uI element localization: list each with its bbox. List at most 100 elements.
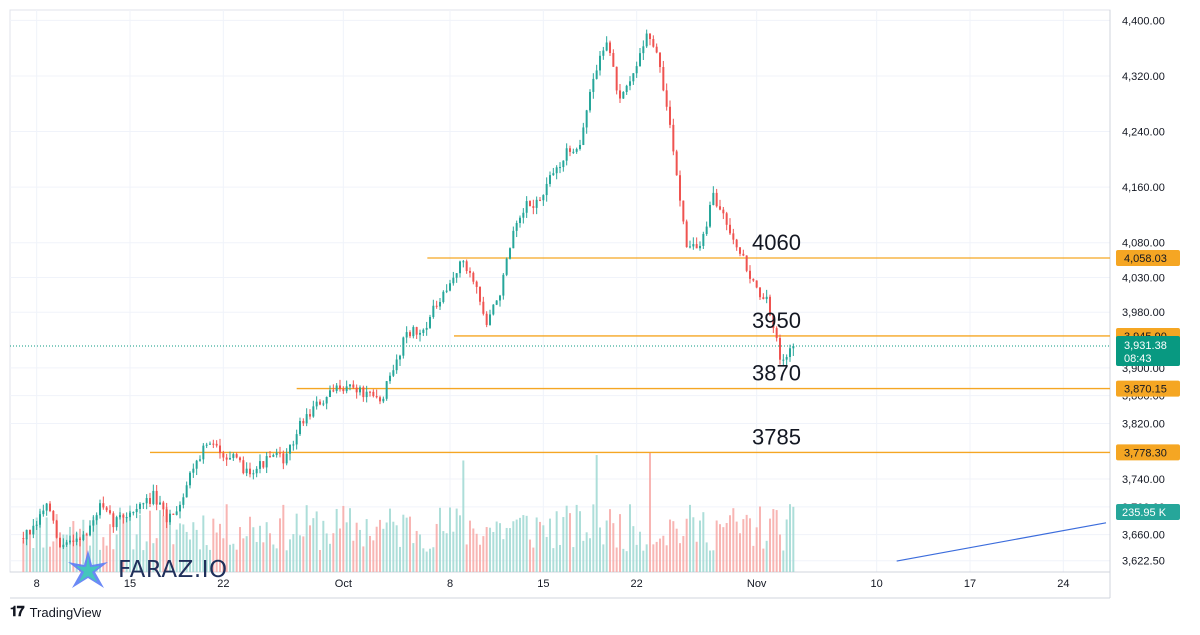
candle-body bbox=[25, 529, 28, 540]
volume-bar bbox=[432, 547, 435, 572]
volume-bar bbox=[739, 533, 741, 572]
volume-bar bbox=[565, 505, 568, 572]
volume-bar bbox=[72, 521, 75, 572]
volume-bar bbox=[615, 547, 618, 572]
volume-bar bbox=[225, 504, 228, 572]
volume-bar bbox=[745, 514, 748, 572]
volume-bar bbox=[649, 452, 651, 572]
candle-body bbox=[659, 52, 661, 68]
y-tick-label: 3,660.00 bbox=[1122, 530, 1165, 542]
candle-body bbox=[235, 454, 238, 458]
volume-bar bbox=[209, 549, 211, 572]
candle-body bbox=[602, 50, 605, 56]
volume-bar bbox=[195, 529, 198, 572]
candle-body bbox=[315, 401, 318, 407]
candle-body bbox=[775, 328, 778, 339]
volume-bar bbox=[25, 538, 28, 572]
candle-body bbox=[319, 401, 321, 405]
candle-body bbox=[349, 384, 351, 387]
volume-bar bbox=[372, 540, 375, 572]
candle-body bbox=[99, 503, 101, 516]
level-label: 3870 bbox=[752, 361, 801, 386]
volume-bar bbox=[322, 520, 325, 572]
volume-bar bbox=[782, 550, 785, 572]
candle-body bbox=[529, 201, 531, 207]
volume-bar bbox=[465, 544, 468, 572]
candle-body bbox=[95, 515, 98, 521]
candle-body bbox=[139, 503, 141, 509]
candle-body bbox=[272, 455, 275, 457]
candle-body bbox=[222, 453, 225, 458]
volume-bar bbox=[422, 548, 425, 572]
volume-bar bbox=[255, 541, 258, 572]
candle-body bbox=[739, 247, 741, 254]
y-tick-label: 4,320.00 bbox=[1122, 71, 1165, 83]
candle-body bbox=[142, 503, 145, 505]
candle-body bbox=[162, 502, 165, 510]
candle-body bbox=[32, 525, 35, 535]
tradingview-footer[interactable]: 𝟏𝟕 TradingView bbox=[10, 604, 101, 620]
candle-body bbox=[285, 453, 288, 464]
level-price-tag bbox=[1116, 444, 1180, 461]
candle-body bbox=[519, 217, 521, 223]
candle-body bbox=[195, 460, 198, 469]
volume-bar bbox=[382, 528, 385, 572]
candle-body bbox=[332, 390, 335, 392]
volume-bar bbox=[709, 550, 711, 572]
candle-body bbox=[432, 305, 435, 318]
candle-body bbox=[105, 507, 108, 511]
volume-bar bbox=[665, 545, 668, 572]
volume-bar bbox=[179, 523, 181, 572]
candle-body bbox=[562, 160, 565, 168]
last-price-text: 3,931.38 bbox=[1124, 340, 1167, 352]
volume-bar bbox=[259, 525, 261, 572]
volume-bar bbox=[132, 549, 135, 572]
candle-body bbox=[629, 81, 631, 86]
volume-bar bbox=[232, 543, 235, 572]
candle-body bbox=[39, 514, 41, 525]
candle-body bbox=[425, 327, 428, 330]
volume-bar bbox=[305, 505, 308, 572]
volume-bar bbox=[342, 505, 345, 572]
candle-body bbox=[589, 91, 591, 111]
candle-body bbox=[592, 78, 595, 92]
volume-bar bbox=[419, 534, 421, 572]
candle-body bbox=[385, 381, 388, 399]
volume-bar bbox=[699, 520, 701, 572]
candle-body bbox=[532, 206, 535, 208]
candle-body bbox=[605, 42, 608, 51]
candle-body bbox=[299, 420, 301, 435]
volume-bar bbox=[779, 534, 781, 572]
volume-bar bbox=[32, 548, 35, 572]
candle-body bbox=[212, 443, 215, 445]
candle-body bbox=[465, 261, 468, 271]
candle-body bbox=[359, 387, 361, 393]
candle-body bbox=[282, 453, 285, 464]
volume-bar bbox=[635, 544, 638, 572]
candle-body bbox=[585, 110, 588, 128]
watermark: FARAZ.IO bbox=[66, 548, 228, 592]
volume-bar bbox=[772, 509, 775, 572]
volume-bar bbox=[512, 521, 515, 572]
candle-body bbox=[329, 390, 331, 397]
volume-bar bbox=[562, 517, 565, 572]
candle-body bbox=[789, 348, 791, 358]
volume-bar bbox=[469, 520, 471, 572]
volume-bar bbox=[122, 513, 125, 572]
volume-bar bbox=[375, 526, 378, 572]
candle-body bbox=[542, 195, 545, 201]
countdown-text: 08:43 bbox=[1124, 353, 1152, 365]
volume-bar bbox=[182, 524, 185, 572]
candle-body bbox=[295, 434, 298, 445]
candle-body bbox=[49, 503, 51, 511]
volume-bar bbox=[439, 507, 441, 572]
trend-line bbox=[896, 522, 1107, 562]
volume-bar bbox=[552, 548, 555, 572]
volume-bar bbox=[262, 542, 265, 572]
candle-body bbox=[369, 391, 371, 393]
volume-bar bbox=[172, 544, 175, 572]
candle-body bbox=[149, 498, 151, 504]
candle-body bbox=[439, 301, 441, 307]
volume-bar bbox=[339, 528, 341, 572]
